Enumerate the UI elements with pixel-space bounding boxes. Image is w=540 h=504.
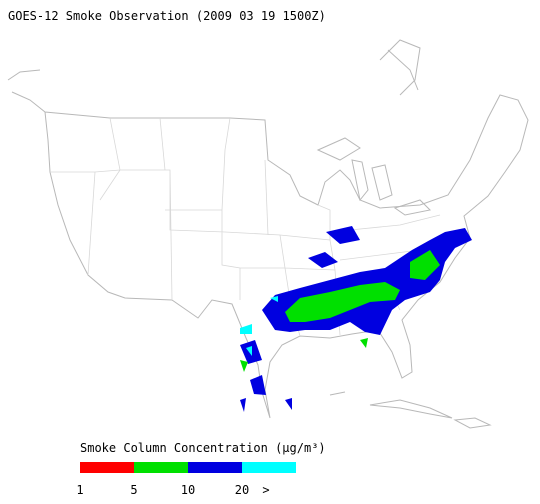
colorbar: 1 5 10 20 > [76,462,296,497]
colorbar-segment [188,462,242,473]
colorbar-label: Smoke Column Concentration (μg/m³) [80,441,326,455]
colorbar-overflow-label: > [262,483,269,497]
smoke [240,226,472,412]
coastline [11,91,529,419]
colorbar-segment [242,462,296,473]
smoke-area [240,250,440,372]
canada-coast [7,39,421,96]
colorbar-tick-label: 20 [235,483,249,497]
lakes [316,137,432,216]
title: GOES-12 Smoke Observation (2009 03 19 15… [8,9,326,23]
caribbean [329,391,492,429]
smoke-area [240,296,278,356]
colorbar-segment [134,462,188,473]
colorbar-tick-label: 5 [130,483,137,497]
colorbar-tick-label: 10 [181,483,195,497]
colorbar-segment [80,462,134,473]
colorbar-tick-label: 1 [76,483,83,497]
